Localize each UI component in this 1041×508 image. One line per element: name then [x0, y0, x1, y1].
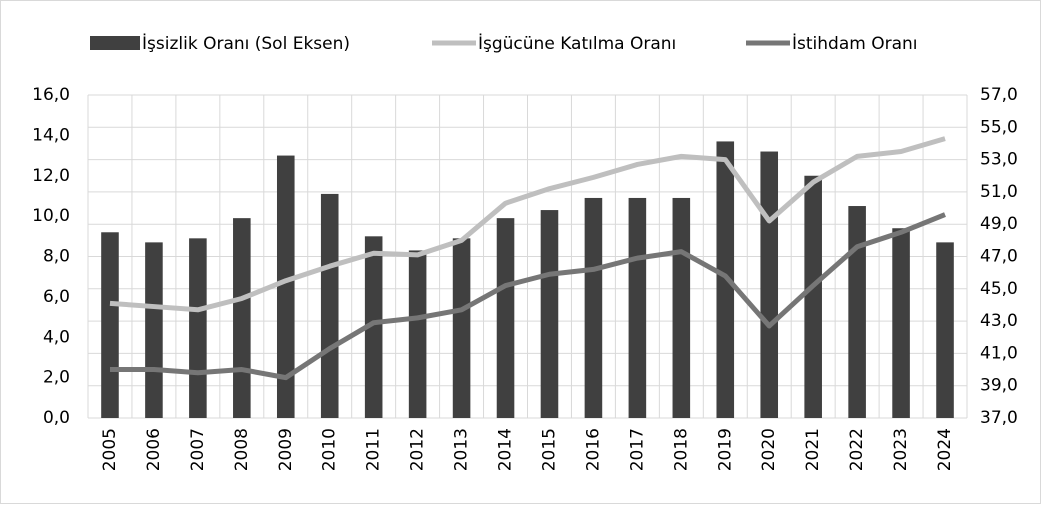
y-tick-label: 16,0: [32, 85, 70, 105]
y2-tick-label: 49,0: [980, 214, 1018, 234]
bar: [189, 238, 207, 418]
bar: [584, 197, 603, 418]
x-tick-label: 2022: [847, 428, 867, 471]
bar: [320, 193, 339, 418]
bar: [452, 238, 471, 418]
bar: [848, 206, 866, 418]
x-tick-label: 2010: [320, 428, 340, 471]
x-tick-label: 2020: [759, 428, 779, 471]
bar: [672, 197, 691, 418]
x-tick-label: 2005: [100, 428, 120, 471]
x-tick-label: 2013: [452, 428, 472, 471]
y2-tick-label: 47,0: [980, 247, 1018, 267]
y2-tick-label: 43,0: [980, 311, 1018, 331]
x-tick-label: 2024: [935, 428, 955, 471]
y-tick-label: 14,0: [32, 125, 70, 145]
x-tick-label: 2006: [144, 428, 164, 471]
bar: [628, 197, 647, 418]
bar: [936, 242, 954, 418]
bar: [540, 210, 559, 418]
bar: [145, 242, 163, 418]
y-tick-label: 6,0: [43, 287, 70, 307]
y2-tick-label: 41,0: [980, 343, 1018, 363]
x-tick-label: 2014: [496, 428, 516, 471]
x-tick-label: 2021: [803, 428, 823, 471]
x-tick-label: 2016: [583, 428, 603, 471]
line-series: [109, 136, 946, 313]
bar: [233, 218, 251, 418]
y2-tick-label: 45,0: [980, 279, 1018, 299]
bar: [892, 228, 910, 418]
x-tick-label: 2007: [188, 428, 208, 471]
bar: [276, 155, 295, 418]
x-tick-label: 2023: [891, 428, 911, 471]
y-tick-label: 10,0: [32, 206, 70, 226]
legend-label: İstihdam Oranı: [792, 33, 918, 54]
x-tick-label: 2017: [627, 428, 647, 471]
bar: [101, 232, 119, 418]
line-series: [109, 212, 946, 381]
y-tick-label: 4,0: [43, 327, 70, 347]
x-tick-label: 2018: [671, 428, 691, 471]
x-tick-label: 2008: [232, 428, 252, 471]
y-tick-label: 8,0: [43, 247, 70, 267]
y2-tick-label: 53,0: [980, 150, 1018, 170]
x-tick-label: 2009: [276, 428, 296, 471]
bar: [716, 141, 735, 418]
bar: [364, 236, 383, 418]
y-tick-label: 0,0: [43, 408, 70, 428]
legend-swatch: [90, 36, 140, 50]
y2-tick-label: 51,0: [980, 182, 1018, 202]
x-tick-label: 2012: [408, 428, 428, 471]
bar: [804, 175, 822, 418]
x-tick-label: 2019: [715, 428, 735, 471]
legend-label: İşgücüne Katılma Oranı: [478, 33, 676, 54]
bar: [760, 151, 779, 418]
y2-tick-label: 37,0: [980, 408, 1018, 428]
legend-label: İşsizlik Oranı (Sol Eksen): [142, 33, 350, 54]
y-tick-label: 12,0: [32, 166, 70, 186]
y2-tick-label: 57,0: [980, 85, 1018, 105]
y2-tick-label: 39,0: [980, 376, 1018, 396]
x-tick-label: 2015: [539, 428, 559, 471]
y-tick-label: 2,0: [43, 368, 70, 388]
bar: [408, 250, 427, 418]
y2-tick-label: 55,0: [980, 117, 1018, 137]
x-tick-label: 2011: [364, 428, 384, 471]
bar: [496, 218, 515, 418]
